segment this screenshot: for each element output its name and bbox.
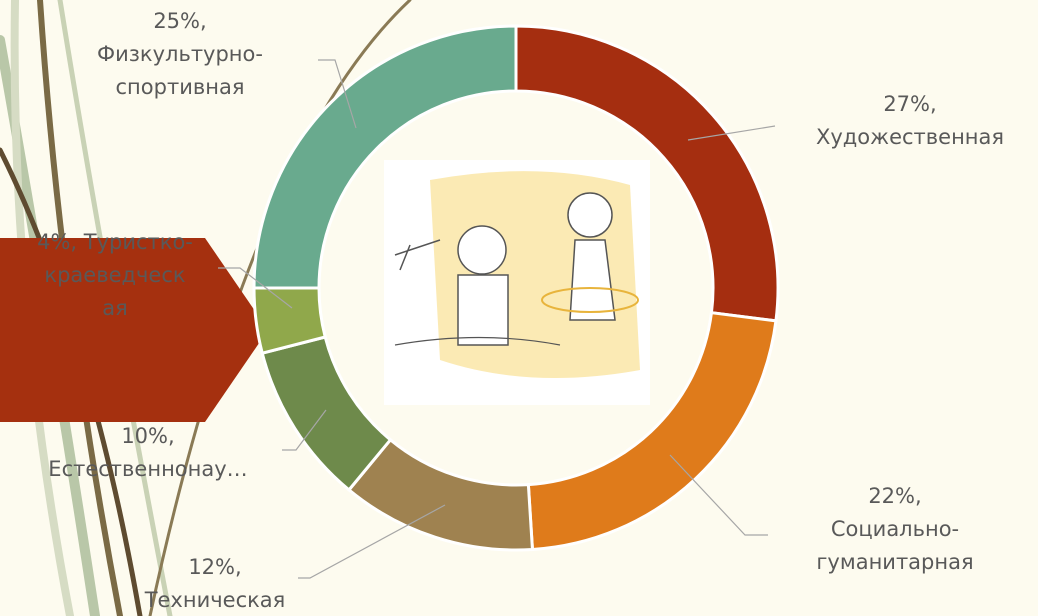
data-label: 25%, xyxy=(153,9,206,33)
page: {"chart_data": {"type": "donut", "values… xyxy=(0,0,1038,616)
data-label: краеведческ xyxy=(44,263,185,287)
data-label: спортивная xyxy=(116,75,245,99)
data-label: 12%, xyxy=(188,555,241,579)
data-label: 27%, xyxy=(883,92,936,116)
data-label: гуманитарная xyxy=(816,550,973,574)
data-label: Социально- xyxy=(831,517,959,541)
data-label: ая xyxy=(102,296,128,320)
data-label: Художественная xyxy=(816,125,1004,149)
chart: 27%, Художественная 22%, Социально-гуманита… xyxy=(0,0,1038,616)
data-label: Естественнонау… xyxy=(48,457,247,481)
center-illustration xyxy=(384,160,650,405)
data-label: Физкультурно- xyxy=(97,42,263,66)
data-label: Техническая xyxy=(144,588,286,612)
data-label: 4%, Туристко- xyxy=(37,230,193,254)
data-label: 22%, xyxy=(868,484,921,508)
data-label: 10%, xyxy=(121,424,174,448)
